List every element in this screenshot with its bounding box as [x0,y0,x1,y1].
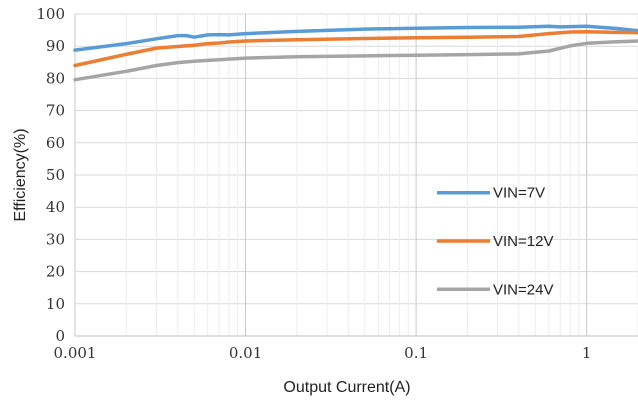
y-tick-label: 100 [36,5,65,23]
x-tick-label: 0.1 [404,344,428,362]
y-tick-label: 0 [55,327,65,345]
series-line-3 [73,39,638,82]
y-tick-label: 60 [46,134,65,152]
legend: VIN=7V VIN=12V VIN=24V [437,185,553,298]
series-line-1 [73,24,638,52]
x-tick-label: 0.01 [229,344,262,362]
series-lines [73,24,638,82]
y-tick-label: 90 [46,37,65,55]
y-tick-label: 80 [46,69,65,87]
y-axis-label: Efficiency(%) [12,128,29,221]
legend-label-3: VIN=24V [493,281,553,298]
y-tick-label: 20 [46,263,65,281]
x-tick-labels: 0.001 0.01 0.1 1 [54,344,592,362]
legend-label-1: VIN=7V [493,185,545,202]
y-tick-labels: 0 10 20 30 40 50 60 70 80 90 100 [36,5,65,345]
y-tick-label: 70 [46,102,65,120]
x-tick-label: 0.001 [54,344,97,362]
y-tick-label: 10 [46,295,65,313]
x-tick-label: 1 [582,344,592,362]
series-line-2 [73,29,638,68]
grid-lines [74,13,638,337]
y-tick-label: 30 [46,230,65,248]
x-axis-label: Output Current(A) [283,379,410,396]
legend-label-2: VIN=12V [493,233,553,250]
y-tick-label: 40 [46,198,65,216]
y-tick-label: 50 [46,166,65,184]
